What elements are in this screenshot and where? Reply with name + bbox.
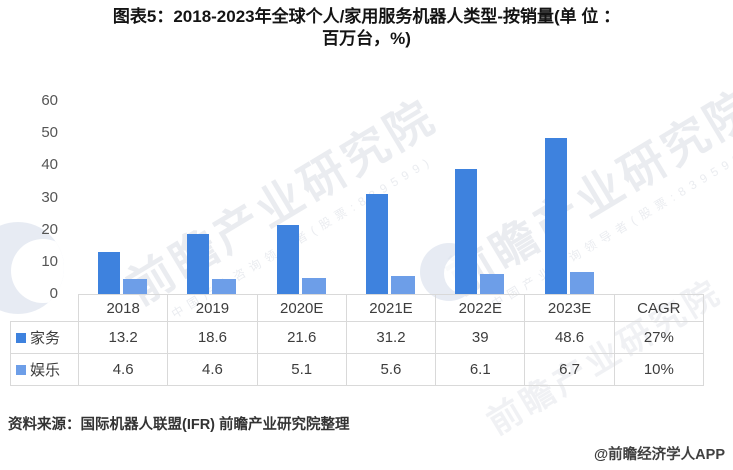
- data-table-wrap: 2018 2019 2020E 2021E 2022E 2023E CAGR 家务 13.2 18…: [10, 294, 704, 386]
- value-cell: 39: [435, 321, 526, 354]
- bar-娱乐-2018: [123, 279, 148, 294]
- chart-title: 图表5：2018-2023年全球个人/家用服务机器人类型-按销量(单 位 ： 百…: [0, 6, 733, 50]
- value-cell: 6.7: [524, 353, 615, 386]
- value-cell: 21.6: [256, 321, 347, 354]
- source-note: 资料来源：国际机器人联盟(IFR) 前瞻产业研究院整理: [8, 417, 350, 433]
- bar-娱乐-2022E: [480, 274, 505, 294]
- chart-title-line2: 百万台，%): [322, 29, 411, 48]
- table-row-家务: 家务 13.2 18.6 21.6 31.2 39 48.6 27%: [10, 321, 704, 354]
- table-corner-cell: [11, 295, 79, 322]
- chart-title-line1: 图表5：2018-2023年全球个人/家用服务机器人类型-按销量(单 位 ：: [112, 7, 621, 26]
- bar-娱乐-2019: [212, 279, 237, 294]
- cagr-cell: 27%: [613, 321, 704, 354]
- bar-group-2021E: [346, 101, 435, 294]
- bar-group-2023E: [524, 101, 613, 294]
- bar-家务-2020E: [276, 224, 299, 294]
- table-header-row: 2018 2019 2020E 2021E 2022E 2023E CAGR: [11, 294, 704, 322]
- bar-group-2019: [167, 101, 256, 294]
- table-header-cell: 2021E: [345, 294, 437, 322]
- table-header-cell: 2023E: [524, 294, 615, 322]
- bar-娱乐-2020E: [301, 277, 326, 294]
- table-header-cell: 2020E: [256, 294, 347, 322]
- bar-家务-2021E: [365, 193, 388, 294]
- series-label-cell: 家务: [10, 321, 79, 354]
- y-axis-tick-label: 40: [41, 156, 58, 174]
- y-axis-tick-label: 30: [41, 188, 58, 206]
- bar-家务-2018: [98, 251, 121, 294]
- series-name: 娱乐: [30, 362, 61, 379]
- cagr-cell: 10%: [613, 353, 704, 386]
- y-axis-tick-label: 50: [41, 124, 58, 142]
- bar-group-2018: [78, 101, 167, 294]
- table-header-cell: 2022E: [435, 294, 526, 322]
- table-header-cell: 2018: [77, 294, 169, 322]
- value-cell: 6.1: [435, 353, 526, 386]
- table-header-cell: 2019: [167, 294, 258, 322]
- credit-note: @前瞻经济学人APP: [594, 447, 725, 463]
- value-cell: 5.6: [345, 353, 437, 386]
- bar-娱乐-2021E: [390, 276, 415, 294]
- value-cell: 5.1: [256, 353, 347, 386]
- legend-swatch-icon: [16, 364, 26, 375]
- value-cell: 31.2: [345, 321, 437, 354]
- value-cell: 4.6: [77, 353, 169, 386]
- bar-group-2020E: [257, 101, 346, 294]
- y-axis-tick-label: 20: [41, 220, 58, 238]
- series-label: 家务: [11, 327, 78, 348]
- y-axis-tick-label: 60: [41, 92, 58, 109]
- value-cell: 48.6: [524, 321, 615, 354]
- series-label-cell: 娱乐: [10, 353, 79, 386]
- bar-group-2022E: [435, 101, 524, 294]
- value-cell: 13.2: [77, 321, 169, 354]
- data-table: 2018 2019 2020E 2021E 2022E 2023E CAGR 家务 13.2 18…: [10, 294, 704, 386]
- plot-area: [78, 101, 703, 294]
- table-header-cell: CAGR: [613, 294, 704, 322]
- y-axis-tick-label: 10: [41, 252, 58, 270]
- value-cell: 4.6: [167, 353, 258, 386]
- series-label: 娱乐: [11, 359, 78, 380]
- table-row-娱乐: 娱乐 4.6 4.6 5.1 5.6 6.1 6.7 10%: [10, 353, 704, 386]
- bar-娱乐-2023E: [569, 272, 594, 294]
- bar-家务-2023E: [544, 137, 567, 294]
- series-name: 家务: [30, 330, 61, 347]
- legend-swatch-icon: [16, 332, 26, 343]
- bar-家务-2019: [187, 234, 210, 294]
- bar-家务-2022E: [455, 168, 478, 294]
- value-cell: 18.6: [167, 321, 258, 354]
